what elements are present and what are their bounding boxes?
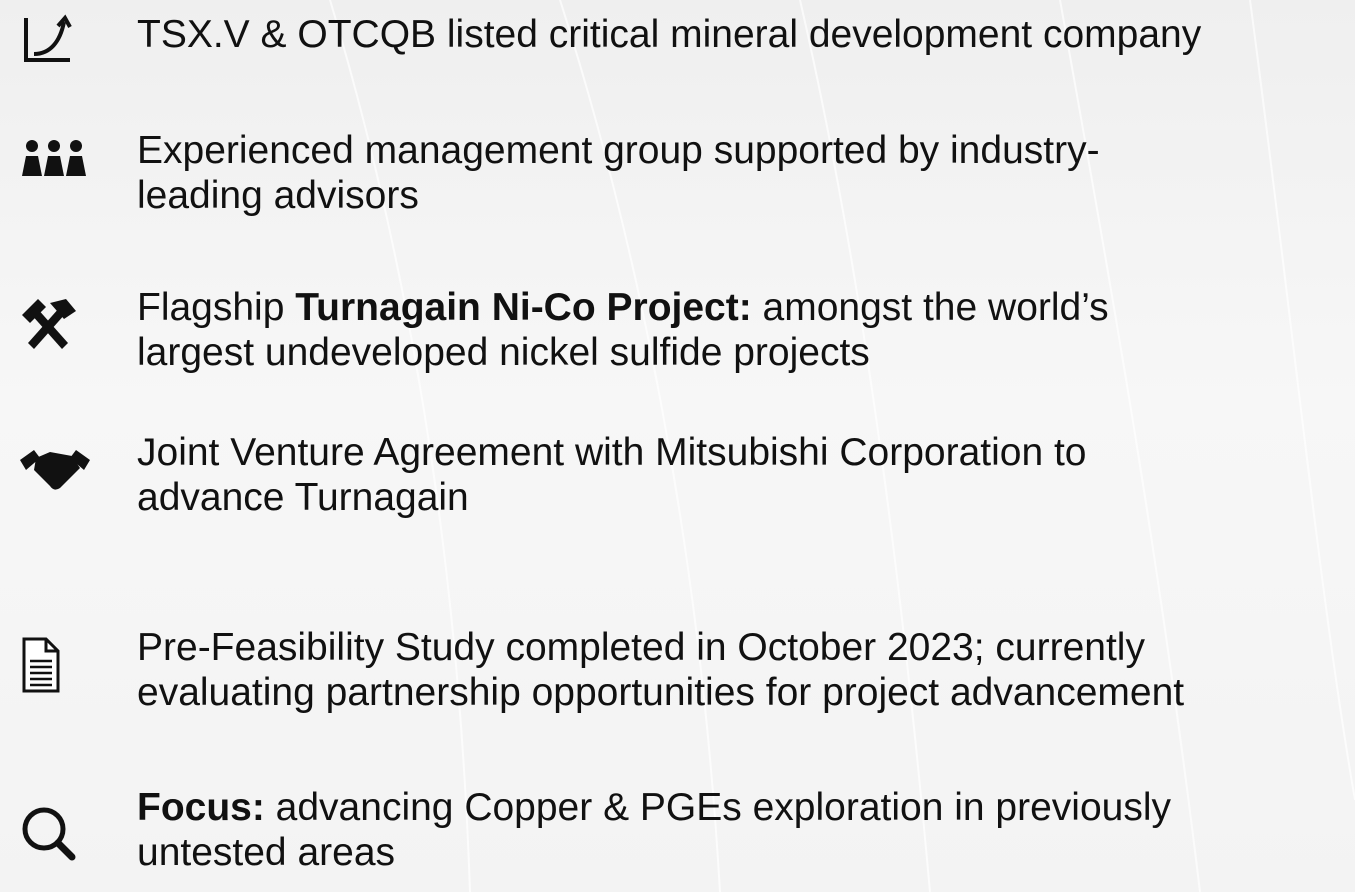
text-line: Experienced management group supported b… <box>137 128 1100 173</box>
feature-icon <box>22 140 86 176</box>
text-run: TSX.V & OTCQB listed critical mineral de… <box>137 13 1202 56</box>
bold-run: Turnagain Ni-Co Project: <box>295 286 752 329</box>
text-run: advancing Copper & PGEs exploration in p… <box>264 786 1172 829</box>
text-run: largest undeveloped nickel sulfide proje… <box>137 331 870 374</box>
text-run: amongst the world’s <box>751 286 1109 329</box>
feature-icon <box>20 450 90 490</box>
feature-icon <box>20 805 78 863</box>
text-line: TSX.V & OTCQB listed critical mineral de… <box>137 12 1201 57</box>
text-line: untested areas <box>137 830 1171 875</box>
text-run: untested areas <box>137 831 396 874</box>
text-run: evaluating partnership opportunities for… <box>137 671 1185 714</box>
text-run: leading advisors <box>137 174 419 217</box>
feature-text: Pre-Feasibility Study completed in Octob… <box>137 625 1184 715</box>
text-line: evaluating partnership opportunities for… <box>137 670 1184 715</box>
text-run: Flagship <box>137 286 296 329</box>
text-line: largest undeveloped nickel sulfide proje… <box>137 330 1109 375</box>
bold-run: Focus: <box>137 786 265 829</box>
feature-text: Experienced management group supported b… <box>137 128 1100 218</box>
feature-icon <box>24 16 72 62</box>
text-run: Pre-Feasibility Study completed in Octob… <box>137 626 1145 669</box>
text-run: Experienced management group supported b… <box>137 129 1100 172</box>
text-line: leading advisors <box>137 173 1100 218</box>
feature-text: Joint Venture Agreement with Mitsubishi … <box>137 430 1087 520</box>
text-line: Focus: advancing Copper & PGEs explorati… <box>137 785 1171 830</box>
text-line: Flagship Turnagain Ni-Co Project: amongs… <box>137 285 1109 330</box>
feature-icon <box>22 299 76 349</box>
feature-text: Flagship Turnagain Ni-Co Project: amongs… <box>137 285 1109 375</box>
feature-icon <box>22 637 60 693</box>
text-line: advance Turnagain <box>137 475 1087 520</box>
feature-text: TSX.V & OTCQB listed critical mineral de… <box>137 12 1201 57</box>
feature-text: Focus: advancing Copper & PGEs explorati… <box>137 785 1171 875</box>
text-line: Pre-Feasibility Study completed in Octob… <box>137 625 1184 670</box>
text-run: Joint Venture Agreement with Mitsubishi … <box>137 431 1087 474</box>
text-run: advance Turnagain <box>137 476 469 519</box>
text-line: Joint Venture Agreement with Mitsubishi … <box>137 430 1087 475</box>
